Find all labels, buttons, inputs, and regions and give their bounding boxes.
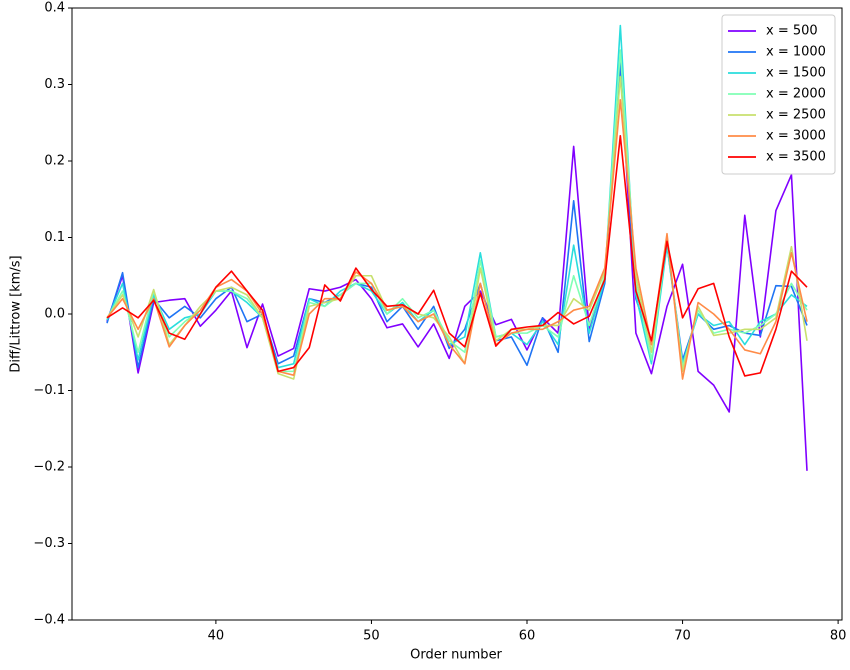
series-line [106,60,808,471]
series-line [106,99,808,380]
y-tick-label: −0.4 [33,613,65,628]
x-tick-label: 40 [208,629,225,644]
legend-label: x = 2000 [766,87,826,102]
legend-label: x = 500 [766,24,818,39]
legend-label: x = 1500 [766,66,826,81]
y-tick-label: 0.3 [44,77,65,92]
series-line [106,60,808,369]
y-tick-label: 0.0 [44,307,65,322]
series-line [106,49,808,373]
y-tick-label: −0.1 [33,383,65,398]
x-tick-label: 70 [674,629,691,644]
y-tick-label: 0.4 [44,1,65,16]
y-tick-label: 0.2 [44,154,65,169]
legend-label: x = 3500 [766,150,826,165]
x-tick-label: 80 [830,629,847,644]
y-tick-label: −0.2 [33,460,65,475]
legend-label: x = 3000 [766,129,826,144]
y-tick-label: 0.1 [44,230,65,245]
series-line [106,134,808,377]
y-axis-label: Diff/Littrow [km/s] [9,255,24,372]
y-tick-label: −0.3 [33,536,65,551]
legend: x = 500 x = 1000 x = 1500 x = 2000 x = 2500 x… [721,14,836,175]
x-axis-label: Order number [410,648,502,663]
legend-label: x = 1000 [766,45,826,60]
legend-label: x = 2500 [766,108,826,123]
x-tick-label: 60 [519,629,536,644]
plot-frame [71,7,843,621]
legend-box [721,14,836,175]
x-tick-label: 50 [363,629,380,644]
